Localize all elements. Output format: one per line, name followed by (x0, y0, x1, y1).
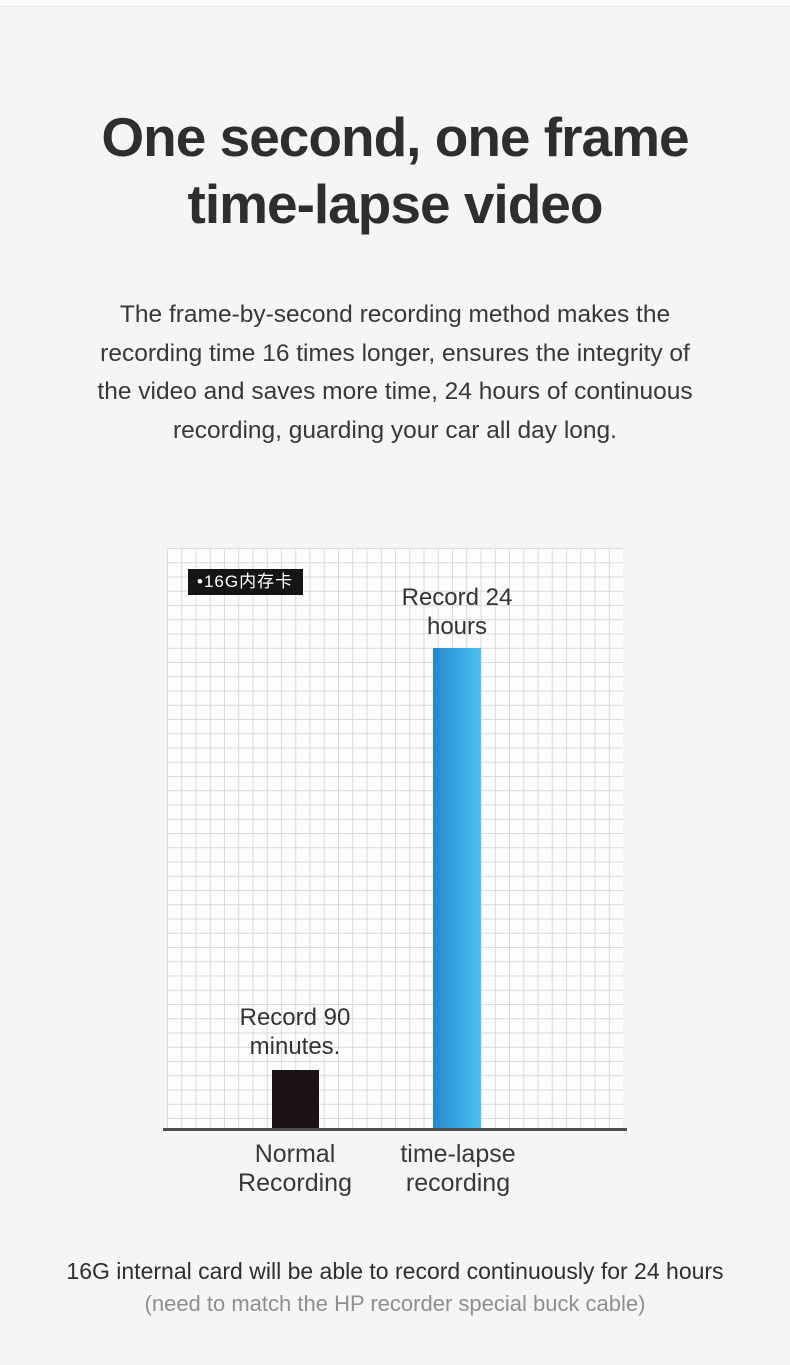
x-axis-line (163, 1128, 627, 1131)
category-label-timelapse: time-lapse recording (400, 1140, 516, 1197)
bar-label-normal: Record 90 minutes. (239, 1004, 351, 1060)
page-title-line1: One second, one frame (101, 106, 689, 168)
bar-timelapse-recording (433, 648, 481, 1128)
intro-line: recording time 16 times longer, ensures … (100, 339, 690, 367)
footer-note: 16G internal card will be able to record… (66, 1258, 724, 1284)
category-label-normal: Normal Recording (238, 1140, 352, 1197)
bar-label-timelapse: Record 24 hours (401, 584, 513, 640)
section-divider (0, 0, 790, 7)
recording-time-bar-chart: •16G内存卡 Record 24 hours Record 90 minute… (167, 548, 623, 1128)
bar-normal-recording (272, 1070, 319, 1128)
footer-subnote: (need to match the HP recorder special b… (144, 1291, 646, 1316)
intro-line: recording, guarding your car all day lon… (173, 416, 617, 444)
intro-line: the video and saves more time, 24 hours … (97, 378, 693, 405)
page-title: One second, one frame time-lapse video (0, 104, 790, 238)
page-title-line2: time-lapse video (187, 173, 604, 235)
memory-card-badge: •16G内存卡 (188, 569, 304, 595)
intro-paragraph: The frame-by-second recording method mak… (0, 296, 790, 450)
intro-line: The frame-by-second recording method mak… (119, 301, 671, 328)
